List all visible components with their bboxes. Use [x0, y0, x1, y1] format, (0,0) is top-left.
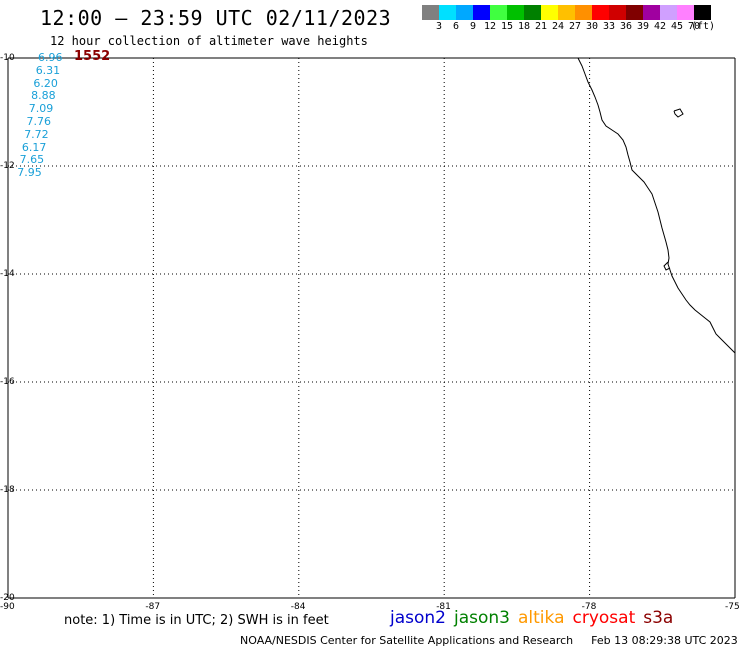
wave-height-value: 6.31 [35, 63, 61, 77]
satellite-legend-jason2: jason2 [390, 608, 446, 628]
scale-swatch [643, 5, 660, 20]
scale-swatch [694, 5, 711, 20]
wave-height-value: 6.96 [38, 51, 63, 64]
scale-label: 36 [619, 21, 633, 32]
coastline [577, 57, 736, 354]
longitude-tick-label: -90 [0, 602, 15, 612]
scale-label: 70 [687, 21, 701, 32]
satellite-legend-altika: altika [518, 608, 565, 628]
wave-height-value: 6.20 [33, 76, 58, 90]
page-subtitle: 12 hour collection of altimeter wave hei… [50, 34, 368, 48]
scale-label: 42 [653, 21, 667, 32]
satellite-legend-cryosat: cryosat [572, 608, 636, 628]
scale-swatch [592, 5, 609, 20]
scale-swatch [422, 5, 439, 20]
wave-height-value: 7.09 [28, 102, 54, 116]
scale-swatch [524, 5, 541, 20]
coast-inlet [663, 261, 671, 271]
latitude-tick-label: -10 [0, 53, 15, 63]
scale-swatch [558, 5, 575, 20]
wave-height-value: 7.72 [24, 127, 49, 141]
scale-label: 24 [551, 21, 565, 32]
scale-swatch [609, 5, 626, 20]
scale-label: 6 [452, 21, 460, 32]
scale-label: 3 [435, 21, 443, 32]
satellite-legend-jason3: jason3 [454, 608, 510, 628]
wave-height-value: 8.88 [31, 89, 56, 103]
credit-text: NOAA/NESDIS Center for Satellite Applica… [240, 634, 574, 647]
island-outline [673, 108, 684, 118]
latitude-tick-label: -20 [0, 593, 15, 603]
generated-timestamp: Feb 13 08:29:38 UTC 2023 [591, 634, 738, 647]
longitude-tick-label: -87 [145, 602, 161, 612]
longitude-tick-label: -75 [725, 602, 740, 612]
scale-label: 33 [602, 21, 616, 32]
wave-height-value: 6.17 [21, 140, 47, 154]
scale-label: 39 [636, 21, 650, 32]
wave-height-value: 7.76 [26, 115, 52, 128]
units-note: note: 1) Time is in UTC; 2) SWH is in fe… [64, 613, 329, 628]
wave-height-value: 7.95 [17, 166, 42, 180]
scale-swatch [626, 5, 643, 20]
pass-time-label: 1552 [74, 49, 111, 64]
page-title: 12:00 – 23:59 UTC 02/11/2023 [40, 6, 392, 30]
scale-label: 45 [670, 21, 684, 32]
scale-swatch [490, 5, 507, 20]
scale-swatch [575, 5, 592, 20]
scale-label: 27 [568, 21, 582, 32]
longitude-tick-label: -84 [290, 602, 306, 612]
scale-label: (ft) [690, 21, 716, 32]
wave-height-color-scale [422, 5, 711, 20]
scale-swatch [456, 5, 473, 20]
latitude-tick-label: -18 [0, 485, 15, 495]
longitude-tick-label: -78 [581, 602, 597, 612]
latitude-tick-label: -16 [0, 377, 15, 387]
latitude-tick-label: -14 [0, 269, 15, 279]
scale-label: 21 [534, 21, 548, 32]
scale-label: 12 [483, 21, 497, 32]
scale-swatch [439, 5, 456, 20]
longitude-tick-label: -81 [436, 602, 451, 612]
latitude-tick-label: -12 [0, 161, 15, 171]
scale-label: 15 [500, 21, 514, 32]
satellite-legend-s3a: s3a [643, 608, 674, 628]
scale-swatch [677, 5, 694, 20]
scale-label: 9 [469, 21, 477, 32]
scale-label: 18 [517, 21, 531, 32]
satellite-legend: jason2 jason3 altika cryosat s3a [390, 608, 681, 628]
footer: NOAA/NESDIS Center for Satellite Applica… [240, 634, 738, 647]
scale-swatch [660, 5, 677, 20]
graticule-grid [7, 57, 736, 599]
wave-height-value: 7.65 [19, 153, 45, 167]
scale-swatch [473, 5, 490, 20]
scale-label: 30 [585, 21, 599, 32]
scale-swatch [541, 5, 558, 20]
scale-swatch [507, 5, 524, 20]
